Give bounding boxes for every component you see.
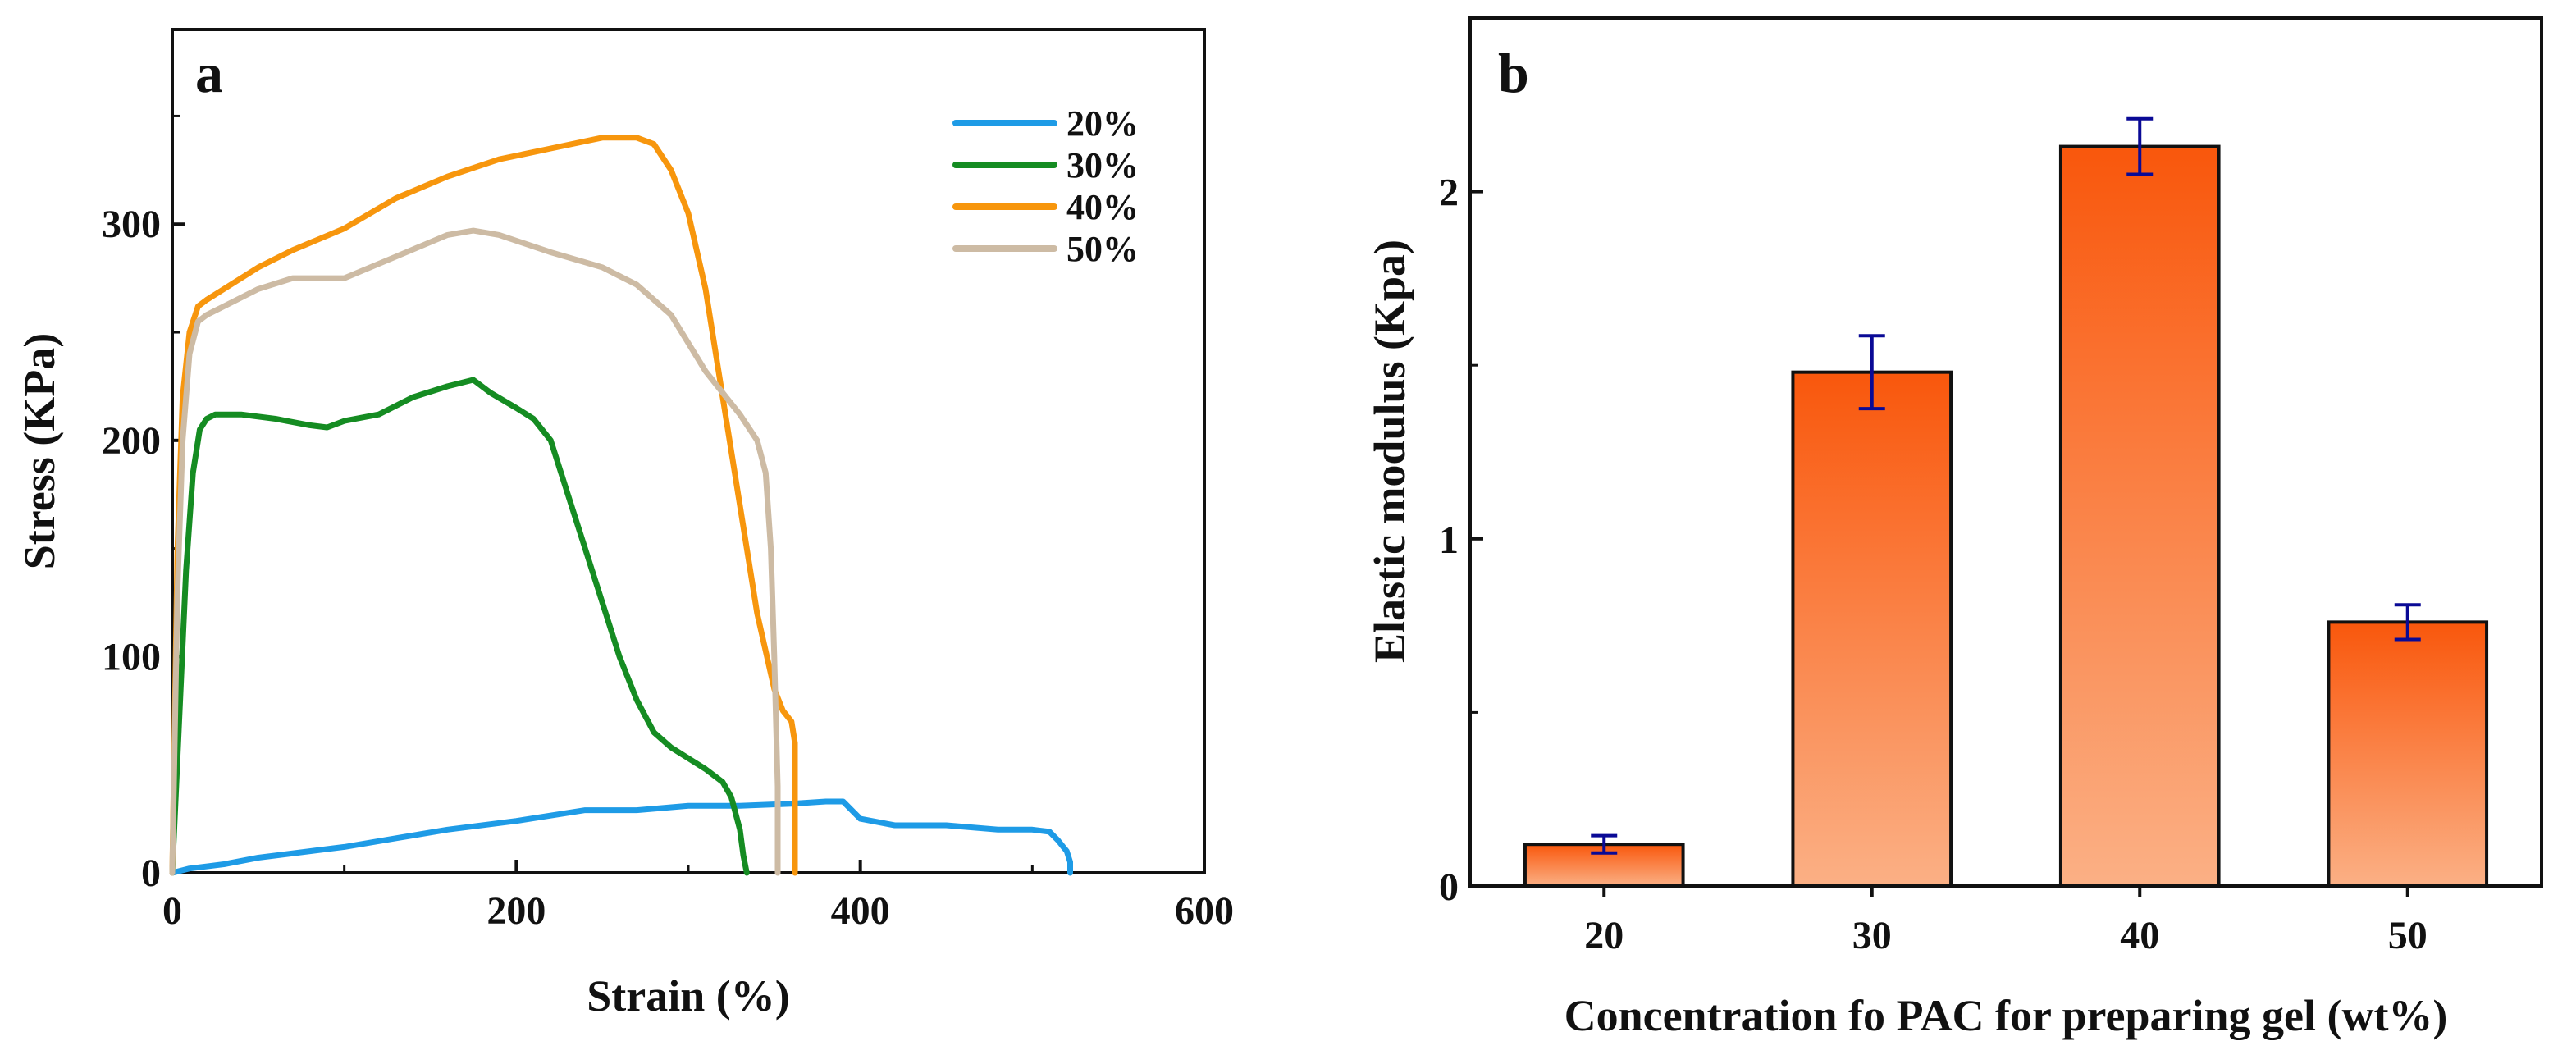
series-line-50pct [169, 227, 781, 876]
panel-b-x-tick-label: 20 [1584, 914, 1624, 957]
panel-a-x-tick-label: 0 [162, 889, 182, 933]
panel-a-x-tick-label: 600 [1175, 889, 1234, 933]
panel-b-x-tick-label: 50 [2388, 914, 2428, 957]
series-line-30pct [169, 377, 750, 876]
panel-a-y-tick-label: 300 [102, 203, 161, 246]
panel-a-x-tick-label: 400 [831, 889, 890, 933]
panel-b-x-tick-label: 30 [1852, 914, 1892, 957]
panel-b-bars [1523, 144, 2489, 888]
panel-a-x-tick-label: 200 [486, 889, 546, 933]
panel-b-y-ticks: 0 1 2 [1439, 171, 1483, 909]
panel-a-y-axis-title: Stress (KPa) [15, 333, 64, 569]
legend-label-50pct: 50% [1066, 229, 1139, 269]
bar-40-wt [2058, 144, 2221, 888]
legend-label-40pct: 40% [1066, 187, 1139, 227]
panel-a-x-axis-title: Strain (%) [587, 971, 789, 1021]
legend-label-20pct: 20% [1066, 103, 1139, 144]
panel-a-legend: 20%30%40%50% [952, 103, 1139, 269]
panel-b-x-axis-title: Concentration fo PAC for preparing gel (… [1564, 991, 2448, 1040]
panel-b-x-tick-label: 40 [2120, 914, 2159, 957]
panel-a-letter: a [195, 42, 223, 104]
panel-b-x-ticks: 20 30 40 50 [1584, 886, 2428, 957]
panel-a-plot-frame [171, 28, 1206, 874]
panel-b-letter: b [1498, 42, 1529, 104]
panel-a-y-tick-label: 200 [102, 419, 161, 463]
bar-30-wt [1791, 370, 1953, 888]
panel-b-y-tick-label: 2 [1439, 171, 1459, 215]
panel-b-y-tick-label: 0 [1439, 865, 1459, 909]
panel-a-y-ticks: 0 100 200 300 [102, 114, 185, 895]
panel-a-x-ticks: 0 200 400 600 [162, 860, 1234, 933]
panel-a-y-tick-label: 100 [102, 635, 161, 678]
panel-a-series-lines [169, 135, 1073, 876]
legend-label-30pct: 30% [1066, 145, 1139, 185]
panel-b-y-axis-title: Elastic modulus (Kpa) [1365, 240, 1414, 663]
bar-50-wt [2327, 620, 2489, 888]
panel-b-y-tick-label: 1 [1439, 518, 1459, 562]
series-line-40pct [169, 135, 798, 876]
panel-b-plot-frame [1468, 16, 2543, 888]
panel-b-elastic-modulus-chart: b 20 30 40 50 0 1 2 Concentration fo PAC for … [1365, 16, 2543, 1040]
panel-a-y-tick-label: 0 [141, 852, 161, 895]
panel-b-error-bars [1591, 116, 2421, 855]
panel-a-stress-strain-chart: a 0 200 400 600 0 100 200 300 20%30%40%50% Str… [15, 28, 1234, 1021]
series-line-20pct [169, 798, 1073, 876]
